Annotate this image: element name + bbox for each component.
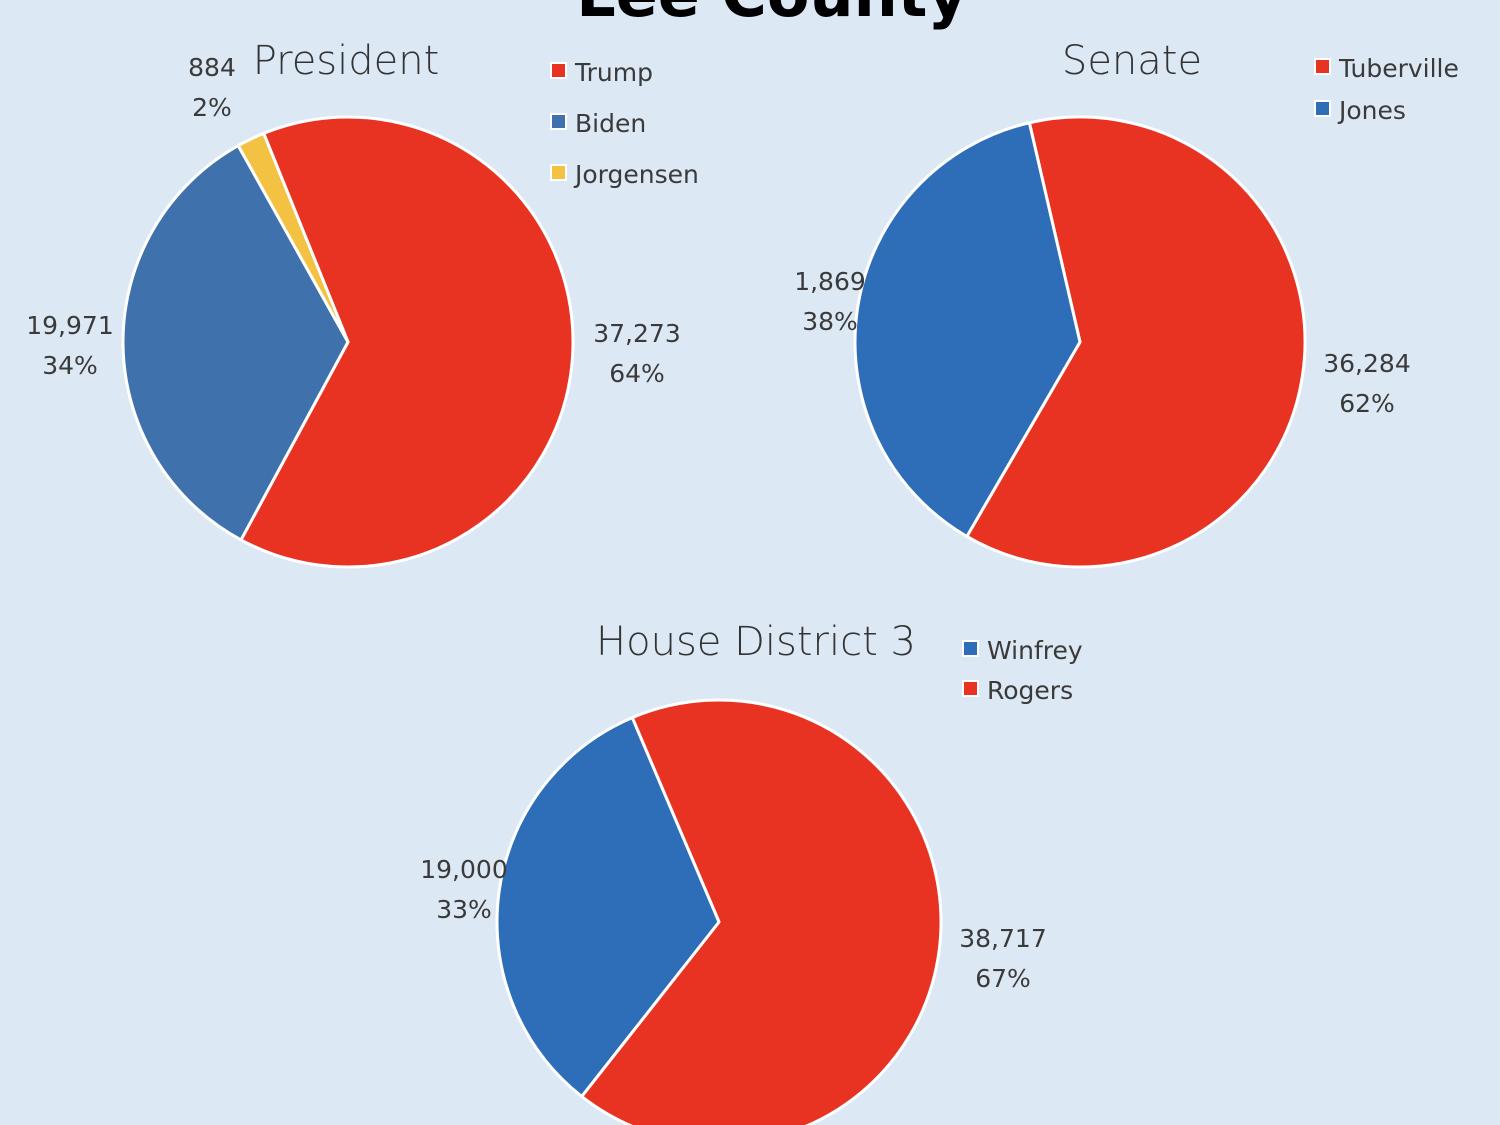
data-label-percent-jones: 38% [802, 307, 858, 336]
pie-slice-winfrey [495, 716, 721, 1098]
data-label-percent-jorgensen: 2% [192, 93, 232, 122]
data-label-percent-biden: 34% [42, 351, 98, 380]
data-label-value-trump: 37,273 [593, 319, 680, 348]
legend-swatch-winfrey [964, 642, 977, 655]
pie-chart-2: 19,000 33% 38,717 67% House District 3 Winfre… [420, 619, 1083, 1125]
pie-slice-rogers [580, 698, 943, 1125]
pie-slice-tuberville [965, 115, 1307, 569]
legend-swatch-trump [552, 64, 565, 77]
data-label-value-tuberville: 36,284 [1323, 349, 1410, 378]
data-label-value-jorgensen: 884 [188, 53, 236, 82]
legend-entry-winfrey: Winfrey [987, 636, 1083, 665]
pie-chart-0: 37,273 64% 19,971 34% 884 2% President Trump Bid… [26, 38, 699, 569]
data-label-percent-trump: 64% [609, 359, 665, 388]
legend-entry-rogers: Rogers [987, 676, 1073, 705]
data-label-value-rogers: 38,717 [959, 924, 1046, 953]
pie-slice-trump [239, 115, 575, 569]
legend-swatch-tuberville [1316, 60, 1329, 73]
legend-swatch-biden [552, 115, 565, 128]
data-label-value-biden: 19,971 [26, 311, 113, 340]
legend-entry-jorgensen: Jorgensen [573, 160, 699, 189]
legend-entry-jones: Jones [1337, 96, 1406, 125]
chart-title: House District 3 [596, 619, 916, 665]
legend-entry-biden: Biden [575, 109, 646, 138]
legend-swatch-jorgensen [552, 166, 565, 179]
pie-chart-1: 36,284 62% 1,869 38% Senate Tuberville Jones [794, 38, 1459, 569]
data-label-percent-rogers: 67% [975, 964, 1031, 993]
data-label-value-winfrey: 19,000 [420, 855, 507, 884]
chart-title: Senate [1062, 38, 1202, 84]
legend-swatch-jones [1316, 102, 1329, 115]
data-label-percent-tuberville: 62% [1339, 389, 1395, 418]
legend-entry-tuberville: Tuberville [1338, 54, 1459, 83]
legend-swatch-rogers [964, 682, 977, 695]
page-title: Lee County [576, 0, 968, 31]
pie-slice-jones [853, 121, 1082, 538]
pie-slice-jorgensen [236, 131, 350, 344]
data-label-value-jones: 1,869 [794, 267, 866, 296]
legend-entry-trump: Trump [574, 58, 653, 87]
data-label-percent-winfrey: 33% [436, 895, 492, 924]
chart-title: President [253, 38, 440, 84]
